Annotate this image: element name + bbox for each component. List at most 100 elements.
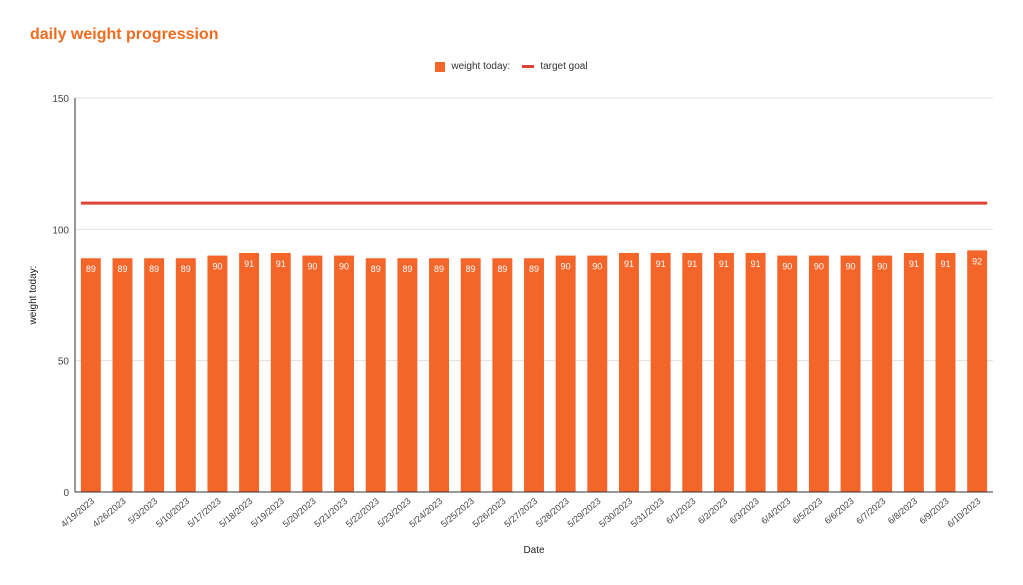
bar-data-label: 89 <box>371 264 381 274</box>
legend-label-target: target goal <box>540 61 588 72</box>
y-tick-label: 0 <box>63 488 69 499</box>
bar-data-label: 90 <box>877 262 887 272</box>
bar <box>777 255 798 492</box>
x-tick-label: 5/29/2023 <box>565 496 602 529</box>
x-tick-label: 5/23/2023 <box>376 496 413 529</box>
bar <box>334 255 355 492</box>
bar-data-label: 91 <box>656 259 666 269</box>
x-tick-label: 5/30/2023 <box>597 496 634 529</box>
y-tick-label: 150 <box>52 94 69 105</box>
bar <box>745 252 766 492</box>
bar-data-label: 91 <box>687 259 697 269</box>
bar <box>713 252 734 492</box>
x-tick-label: 4/19/2023 <box>59 496 96 529</box>
x-tick-label: 5/24/2023 <box>407 496 444 529</box>
bar <box>144 258 165 492</box>
bar-data-label: 89 <box>529 264 539 274</box>
bar-data-label: 89 <box>117 264 127 274</box>
bar-data-label: 89 <box>434 264 444 274</box>
x-tick-label: 6/3/2023 <box>728 496 761 526</box>
x-tick-label: 5/28/2023 <box>534 496 571 529</box>
bar-data-label: 89 <box>466 264 476 274</box>
bar <box>112 258 133 492</box>
x-tick-label: 5/21/2023 <box>312 496 349 529</box>
bar-data-label: 90 <box>846 262 856 272</box>
y-tick-label: 100 <box>52 225 69 236</box>
bar-data-label: 89 <box>497 264 507 274</box>
x-tick-label: 5/20/2023 <box>281 496 318 529</box>
x-tick-label: 6/4/2023 <box>759 496 792 526</box>
x-tick-label: 5/31/2023 <box>629 496 666 529</box>
x-tick-label: 6/6/2023 <box>823 496 856 526</box>
bar <box>808 255 829 492</box>
x-tick-label: 5/10/2023 <box>154 496 191 529</box>
bar <box>270 252 291 492</box>
bar <box>524 258 544 492</box>
bar-data-label: 91 <box>244 259 254 269</box>
bar-data-label: 90 <box>592 262 602 272</box>
bar <box>239 252 260 492</box>
y-axis-title: weight today: <box>28 266 39 326</box>
bar <box>365 258 386 492</box>
bar-data-label: 89 <box>181 264 191 274</box>
bar <box>555 255 576 492</box>
x-tick-label: 6/8/2023 <box>886 496 919 526</box>
bar-data-label: 91 <box>719 259 729 269</box>
bar <box>429 258 450 492</box>
x-axis-title: Date <box>523 545 545 556</box>
bar <box>397 258 418 492</box>
x-tick-label: 5/22/2023 <box>344 496 381 529</box>
bar <box>935 252 956 492</box>
bar <box>302 255 323 492</box>
bar-data-label: 91 <box>909 259 919 269</box>
bar <box>840 255 861 492</box>
bar <box>967 250 988 492</box>
bar <box>492 258 513 492</box>
bar-data-label: 90 <box>212 262 222 272</box>
legend-bar-swatch <box>435 61 446 72</box>
x-tick-label: 6/10/2023 <box>945 496 982 529</box>
bar-data-label: 91 <box>941 259 951 269</box>
x-tick-label: 6/2/2023 <box>696 496 729 526</box>
bar <box>207 255 228 492</box>
x-tick-label: 5/17/2023 <box>186 496 223 529</box>
bar <box>650 252 671 492</box>
legend-label-weight: weight today: <box>451 61 511 72</box>
bar-data-label: 89 <box>149 264 159 274</box>
chart-title: daily weight progression <box>30 26 219 43</box>
x-tick-label: 6/7/2023 <box>854 496 887 526</box>
x-tick-label: 5/18/2023 <box>217 496 254 529</box>
bar <box>175 258 196 492</box>
bar-data-label: 91 <box>276 259 286 269</box>
x-tick-label: 5/27/2023 <box>502 496 539 529</box>
x-tick-label: 5/26/2023 <box>471 496 508 529</box>
bar <box>903 252 924 492</box>
bar-data-label: 92 <box>972 256 982 266</box>
bar <box>682 252 703 492</box>
bar-data-label: 91 <box>751 259 761 269</box>
x-tick-label: 6/5/2023 <box>791 496 824 526</box>
bar-data-label: 89 <box>86 264 96 274</box>
bar <box>460 258 481 492</box>
x-tick-label: 6/1/2023 <box>664 496 697 526</box>
bar <box>618 252 639 492</box>
bar-data-label: 90 <box>814 262 824 272</box>
x-tick-label: 4/26/2023 <box>91 496 128 529</box>
y-tick-label: 50 <box>58 357 70 368</box>
bar-data-label: 90 <box>561 262 571 272</box>
bar-data-label: 89 <box>402 264 412 274</box>
bar-data-label: 90 <box>307 262 317 272</box>
bar-data-label: 90 <box>782 262 792 272</box>
bar-data-label: 91 <box>624 259 634 269</box>
legend-item-weight[interactable]: weight today: <box>435 61 510 72</box>
bar <box>80 258 101 492</box>
legend-item-target[interactable]: target goal <box>522 61 588 72</box>
bar <box>587 255 608 492</box>
legend-line-swatch <box>522 65 535 68</box>
bar <box>872 255 893 492</box>
chart-legend: weight today: target goal <box>0 61 1023 72</box>
bar-data-label: 90 <box>339 262 349 272</box>
x-tick-label: 5/19/2023 <box>249 496 286 529</box>
